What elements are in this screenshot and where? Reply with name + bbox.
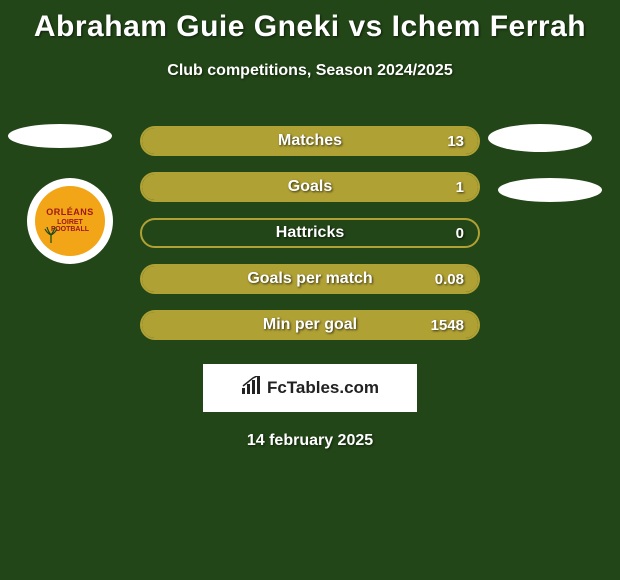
club-badge-left: ORLÉANS LOIRET FOOTBALL [27, 178, 113, 264]
decorative-oval [498, 178, 602, 202]
page-title: Abraham Guie Gneki vs Ichem Ferrah [0, 0, 620, 44]
stat-bar: Matches 13 [140, 126, 480, 156]
stat-value: 1548 [431, 317, 464, 334]
palm-icon [43, 227, 59, 246]
badge-mid-text: LOIRET [57, 219, 83, 227]
brand-box: FcTables.com [203, 364, 417, 412]
stat-label: Goals per match [247, 270, 372, 288]
club-badge-inner: ORLÉANS LOIRET FOOTBALL [35, 186, 105, 256]
decorative-oval [488, 124, 592, 152]
stat-value: 0 [456, 225, 464, 242]
stat-bar: Min per goal 1548 [140, 310, 480, 340]
stat-bar: Hattricks 0 [140, 218, 480, 248]
stat-label: Goals [288, 178, 332, 196]
brand-text: FcTables.com [267, 378, 379, 398]
stat-label: Min per goal [263, 316, 357, 334]
stat-value: 1 [456, 179, 464, 196]
stat-value: 0.08 [435, 271, 464, 288]
stat-label: Hattricks [276, 224, 344, 242]
stat-bar: Goals 1 [140, 172, 480, 202]
subtitle: Club competitions, Season 2024/2025 [0, 62, 620, 80]
badge-top-text: ORLÉANS [46, 208, 94, 218]
stat-bar: Goals per match 0.08 [140, 264, 480, 294]
stat-label: Matches [278, 132, 342, 150]
date-label: 14 february 2025 [0, 432, 620, 450]
chart-bars-icon [241, 376, 263, 401]
stat-value: 13 [447, 133, 464, 150]
decorative-oval [8, 124, 112, 148]
